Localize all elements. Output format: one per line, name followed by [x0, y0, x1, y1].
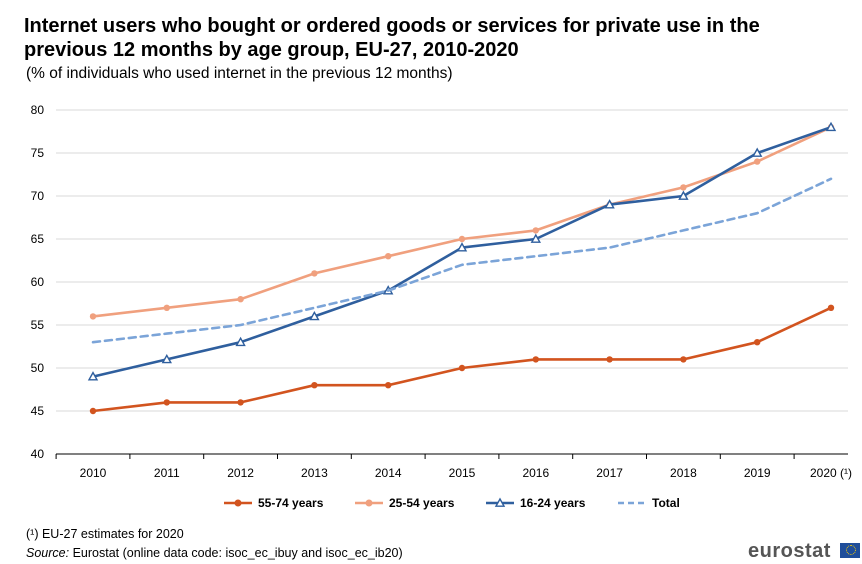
- data-point: [309, 310, 320, 321]
- x-tick-label: 2012: [227, 466, 254, 480]
- eu-flag-icon: [840, 543, 860, 558]
- data-point: [161, 353, 172, 364]
- data-point: [89, 313, 97, 320]
- legend-label: 55-74 years: [258, 496, 324, 510]
- legend-marker: [234, 499, 242, 507]
- x-tick-label: 2019: [744, 466, 771, 480]
- y-tick-label: 50: [31, 361, 45, 375]
- y-tick-label: 45: [31, 404, 45, 418]
- eurostat-logo: eurostat: [748, 540, 831, 562]
- data-point: [87, 371, 99, 381]
- data-point: [827, 304, 835, 311]
- x-tick-label: 2011: [154, 466, 180, 480]
- data-point: [311, 382, 318, 389]
- y-tick-label: 70: [31, 189, 45, 203]
- data-point: [89, 407, 97, 415]
- y-tick-label: 40: [31, 447, 45, 461]
- series-line-16-24-years: [91, 125, 833, 378]
- y-tick-label: 80: [31, 103, 45, 117]
- data-point: [235, 336, 246, 347]
- data-point: [754, 158, 761, 165]
- data-point: [237, 296, 244, 303]
- data-point: [163, 399, 170, 406]
- source-label: Source:: [26, 546, 70, 560]
- series-line-total: [91, 177, 833, 344]
- data-point: [456, 242, 468, 252]
- legend-marker: [494, 497, 506, 507]
- data-point: [680, 356, 687, 363]
- series-line-55-74-years: [91, 306, 833, 413]
- source-text: Eurostat (online data code: isoc_ec_ibuy…: [72, 546, 403, 560]
- data-point: [680, 184, 687, 191]
- legend-label: 16-24 years: [520, 496, 586, 510]
- data-point: [311, 270, 318, 277]
- x-tick-label: 2017: [596, 466, 623, 480]
- legend-label: Total: [652, 496, 680, 510]
- data-point: [604, 199, 615, 209]
- chart-subtitle: (% of individuals who used internet in t…: [26, 65, 453, 82]
- footnote: (¹) EU-27 estimates for 2020: [26, 527, 184, 541]
- chart-title: Internet users who bought or ordered goo…: [24, 15, 760, 61]
- data-point: [530, 233, 541, 243]
- data-point: [678, 190, 689, 200]
- data-point: [752, 147, 763, 157]
- y-axis: 40 45 50 55 60 65 70 75 80: [31, 103, 45, 461]
- data-point: [237, 399, 244, 406]
- x-tick-label: 2018: [670, 466, 697, 480]
- grid-lines: [56, 109, 848, 455]
- legend: 55-74 years 25-54 years 16-24 years Total: [224, 496, 680, 510]
- y-tick-label: 60: [31, 275, 45, 289]
- y-tick-label: 65: [31, 232, 45, 246]
- x-tick-label: 2010: [80, 466, 107, 480]
- x-tick-label: 2014: [375, 466, 402, 480]
- legend-label: 25-54 years: [389, 496, 455, 510]
- x-tick-label: 2016: [522, 466, 549, 480]
- legend-marker: [365, 499, 373, 507]
- data-point: [825, 121, 837, 132]
- data-point: [754, 339, 761, 346]
- data-point: [163, 304, 170, 311]
- data-point: [385, 253, 392, 260]
- source-note: Source: Eurostat (online data code: isoc…: [26, 546, 403, 560]
- x-tick-label: 2013: [301, 466, 328, 480]
- x-axis: 2010 2011 2012 2013 2014 2015 2016 2017 2018 2019…: [55, 454, 852, 480]
- x-tick-label: 2015: [449, 466, 476, 480]
- data-point: [606, 356, 613, 363]
- data-point: [458, 235, 466, 243]
- y-tick-label: 75: [31, 146, 45, 160]
- data-point: [532, 227, 539, 234]
- x-tick-label: 2020 (¹): [810, 466, 852, 480]
- y-tick-label: 55: [31, 318, 45, 332]
- data-point: [385, 382, 392, 389]
- series-layer: [87, 121, 837, 415]
- data-point: [532, 356, 539, 363]
- data-point: [458, 364, 466, 372]
